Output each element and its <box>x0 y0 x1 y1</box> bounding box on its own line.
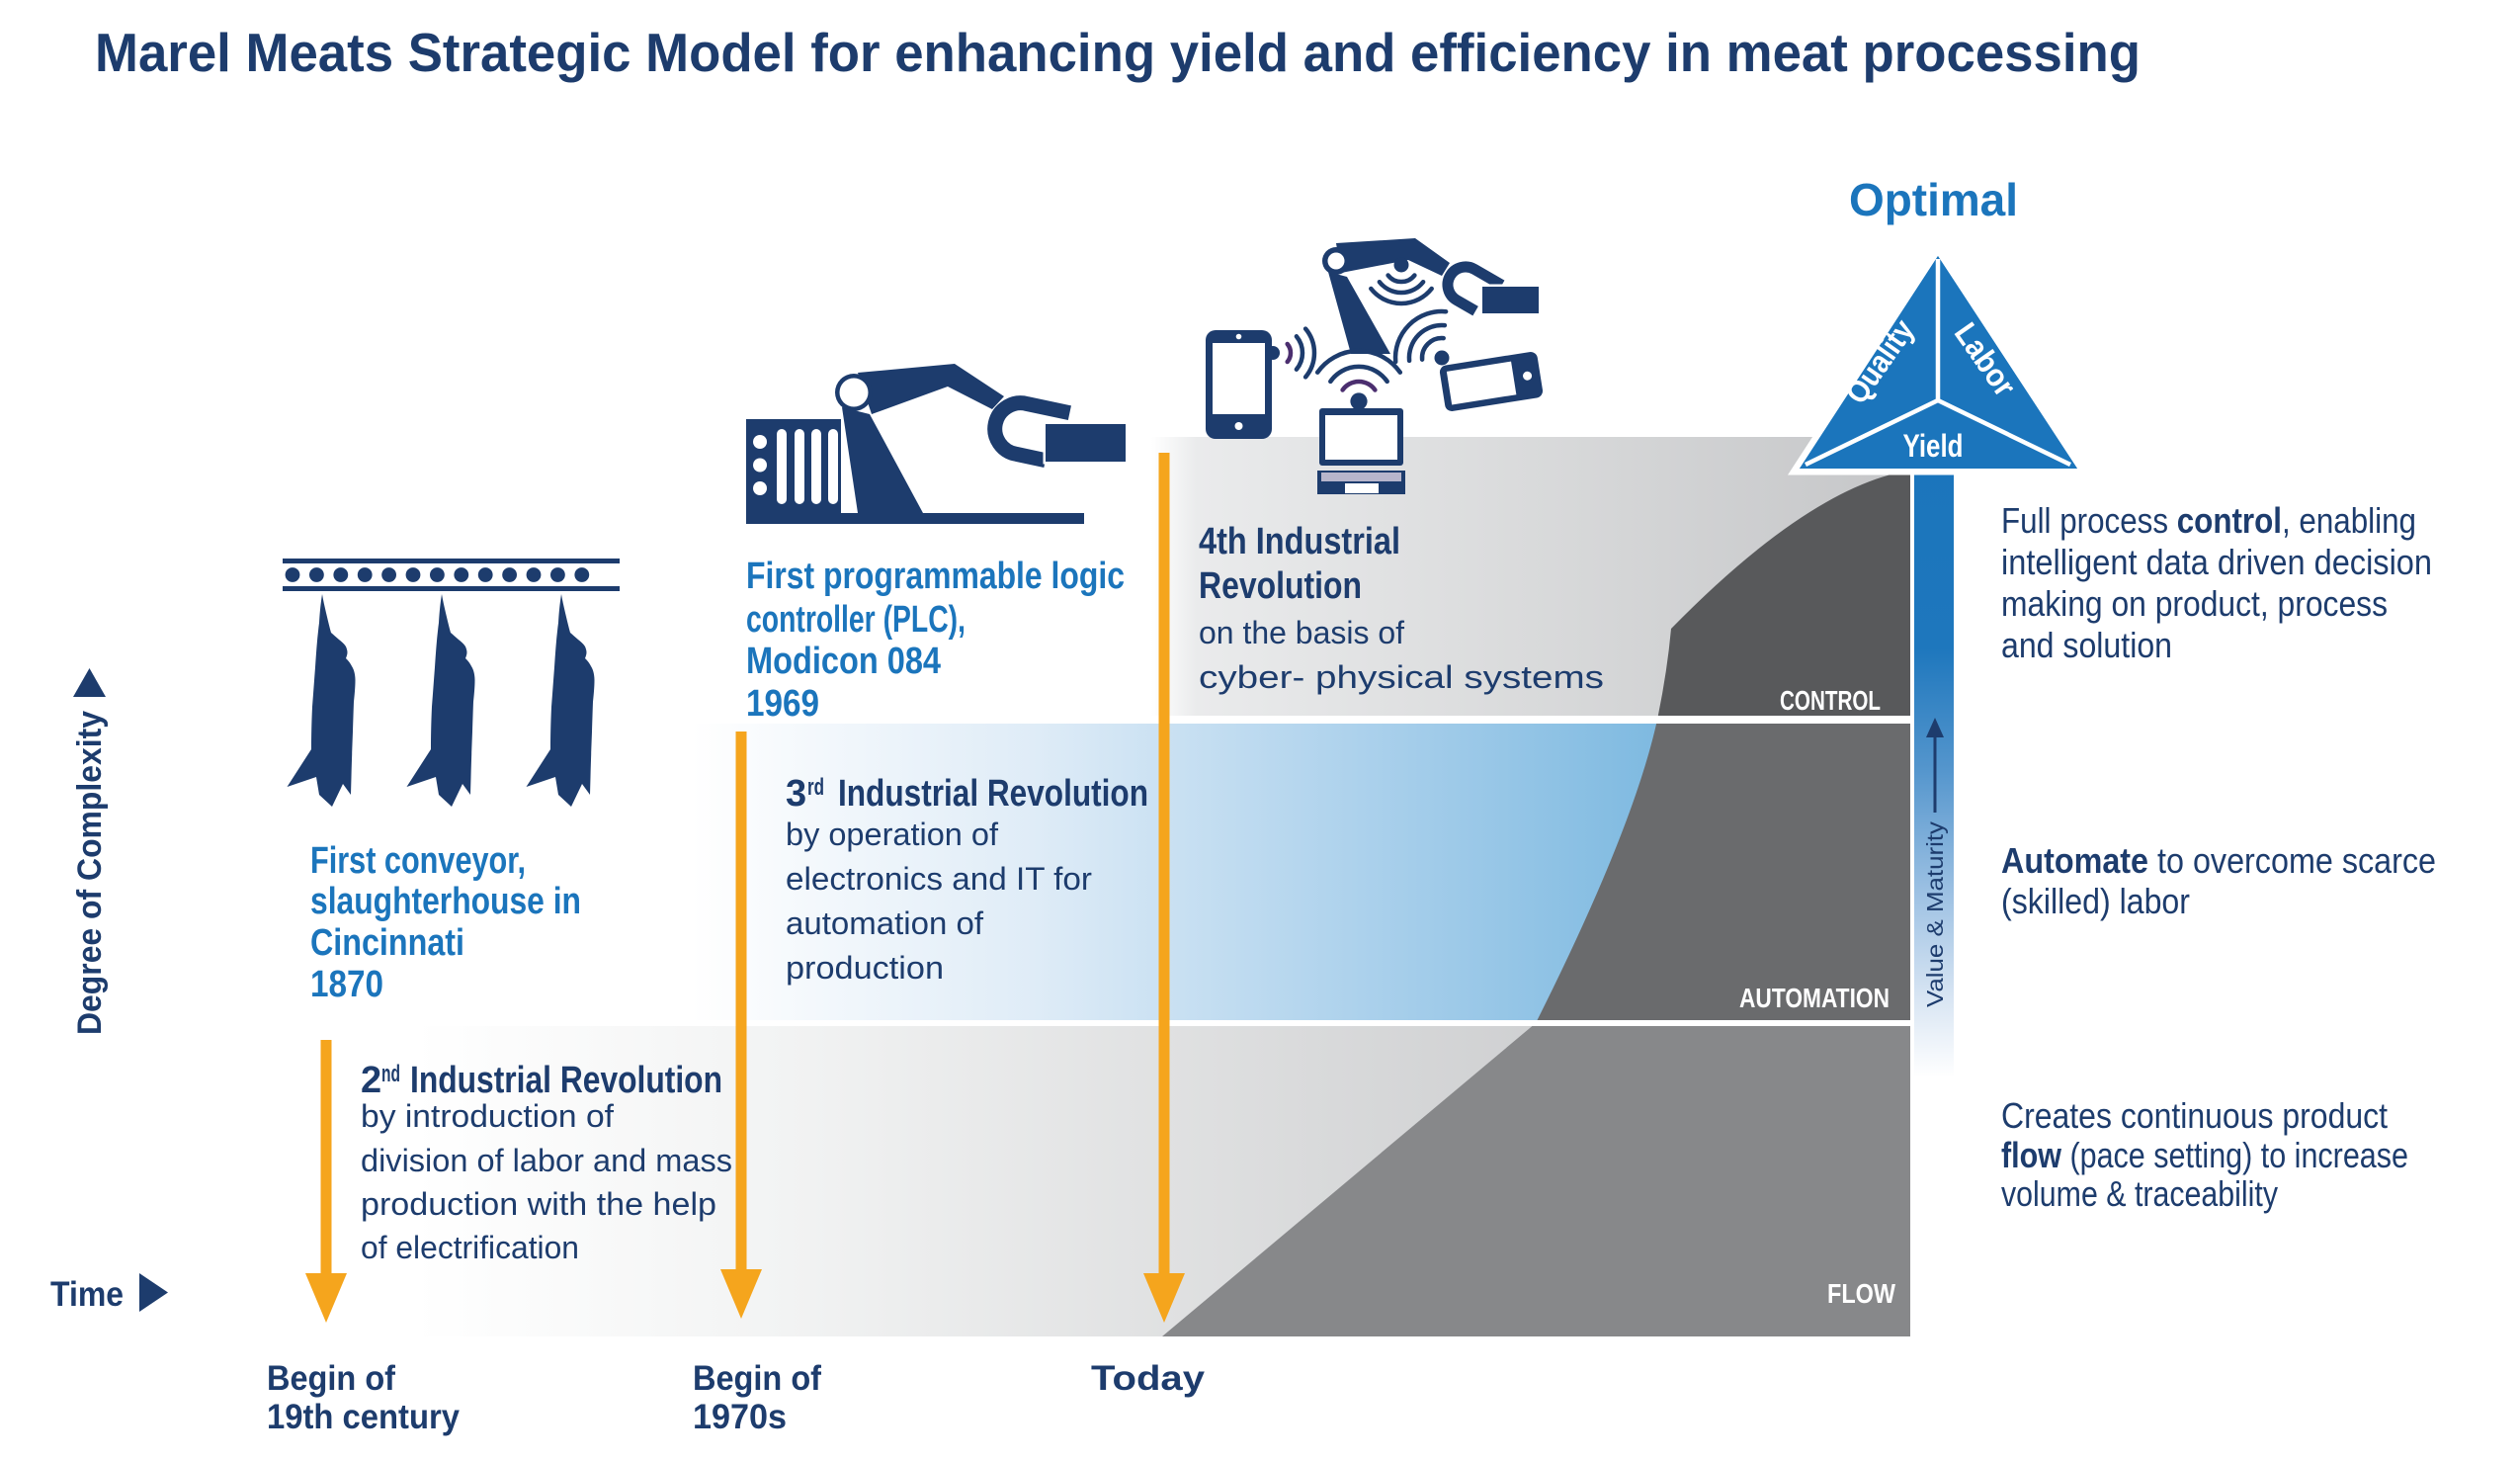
svg-text:intelligent data driven decisi: intelligent data driven decision <box>2001 542 2432 582</box>
svg-text:Optimal: Optimal <box>1849 174 2018 225</box>
svg-text:FLOW: FLOW <box>1827 1278 1895 1309</box>
svg-text:production with the help: production with the help <box>361 1186 716 1222</box>
svg-text:2: 2 <box>361 1060 381 1101</box>
svg-text:Cincinnati: Cincinnati <box>310 922 464 964</box>
svg-text:Begin of: Begin of <box>267 1359 395 1398</box>
svg-text:on the basis of: on the basis of <box>1199 615 1404 650</box>
svg-text:CONTROL: CONTROL <box>1780 685 1881 716</box>
svg-text:1969: 1969 <box>746 683 819 725</box>
svg-text:controller (PLC),: controller (PLC), <box>746 599 966 641</box>
svg-text:Today: Today <box>1091 1359 1206 1398</box>
svg-text:slaughterhouse in: slaughterhouse in <box>310 881 581 922</box>
svg-text:automation of: automation of <box>786 905 983 941</box>
svg-text:Yield: Yield <box>1903 428 1964 464</box>
svg-text:3: 3 <box>786 773 806 815</box>
svg-text:1870: 1870 <box>310 964 383 1005</box>
svg-text:Creates continuous product: Creates continuous product <box>2001 1095 2388 1136</box>
svg-text:volume & traceability: volume & traceability <box>2001 1173 2278 1214</box>
svg-text:flow (pace setting) to increas: flow (pace setting) to increase <box>2001 1135 2408 1175</box>
svg-text:Marel Meats Strategic Model fo: Marel Meats Strategic Model for enhancin… <box>95 22 2141 83</box>
svg-text:production: production <box>786 950 944 986</box>
svg-text:First conveyor,: First conveyor, <box>310 840 526 882</box>
svg-text:rd: rd <box>807 774 824 801</box>
svg-text:Industrial Revolution: Industrial Revolution <box>410 1060 722 1101</box>
svg-text:and solution: and solution <box>2001 625 2172 665</box>
svg-text:cyber- physical systems: cyber- physical systems <box>1199 659 1604 695</box>
svg-text:Time: Time <box>50 1275 124 1314</box>
svg-text:Automate to overcome scarce: Automate to overcome scarce <box>2001 840 2436 881</box>
svg-text:electronics and IT for: electronics and IT for <box>786 861 1092 897</box>
svg-text:Degree of Complexity: Degree of Complexity <box>71 711 109 1035</box>
svg-text:Revolution: Revolution <box>1199 565 1362 607</box>
svg-text:of electrification: of electrification <box>361 1230 579 1265</box>
svg-text:AUTOMATION: AUTOMATION <box>1739 983 1890 1013</box>
svg-text:1970s: 1970s <box>693 1398 787 1436</box>
svg-text:First programmable logic: First programmable logic <box>746 556 1125 597</box>
svg-text:Full process control, enabling: Full process control, enabling <box>2001 500 2416 541</box>
svg-text:nd: nd <box>381 1061 400 1087</box>
svg-text:4th Industrial: 4th Industrial <box>1199 521 1400 562</box>
svg-text:making on product, process: making on product, process <box>2001 583 2388 624</box>
svg-text:by introduction of: by introduction of <box>361 1098 614 1134</box>
svg-text:Modicon 084: Modicon 084 <box>746 641 941 682</box>
svg-text:by operation of: by operation of <box>786 817 998 852</box>
svg-text:division of labor and mass: division of labor and mass <box>361 1143 732 1178</box>
svg-text:(skilled) labor: (skilled) labor <box>2001 881 2190 921</box>
svg-text:Begin of: Begin of <box>693 1359 821 1398</box>
svg-text:Value & Maturity: Value & Maturity <box>1922 820 1948 1007</box>
svg-text:19th century: 19th century <box>267 1398 460 1436</box>
svg-text:Industrial Revolution: Industrial Revolution <box>838 773 1148 815</box>
